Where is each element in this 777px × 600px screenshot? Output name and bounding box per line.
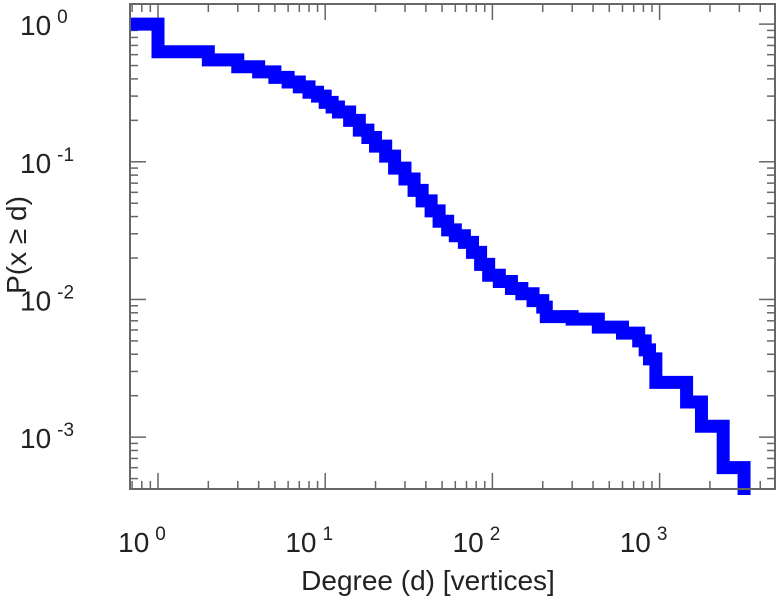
y-tick-label: 10 -1 — [20, 145, 74, 179]
y-tick-labels: 10 0 10 -1 10 -2 10 -3 — [20, 7, 74, 454]
tick-exponent: 0 — [57, 7, 68, 28]
x-tick-label: 10 0 — [118, 524, 166, 558]
tick-base: 10 — [285, 527, 316, 558]
plot-frame — [129, 3, 776, 490]
tick-exponent: 1 — [322, 524, 333, 545]
tick-exponent: -2 — [57, 282, 74, 303]
tick-exponent: -3 — [57, 420, 74, 441]
tick-base: 10 — [20, 285, 51, 316]
tick-base: 10 — [20, 148, 51, 179]
ccdf-step-line — [130, 17, 751, 495]
tick-base: 10 — [620, 527, 651, 558]
x-tick-label: 10 3 — [620, 524, 668, 558]
y-tick-label: 10 -3 — [20, 420, 74, 454]
tick-base: 10 — [453, 527, 484, 558]
tick-base: 10 — [20, 10, 51, 41]
series-group — [130, 17, 751, 495]
tick-base: 10 — [118, 527, 149, 558]
tick-exponent: 0 — [155, 524, 166, 545]
tick-exponent: 2 — [490, 524, 501, 545]
y-tick-label: 10 0 — [20, 7, 68, 41]
tick-exponent: 3 — [657, 524, 668, 545]
axis-ticks — [130, 4, 775, 489]
y-axis-label: P(x ≥ d) — [1, 196, 32, 294]
y-tick-label: 10 -2 — [20, 282, 74, 316]
x-tick-label: 10 1 — [285, 524, 333, 558]
x-tick-label: 10 2 — [453, 524, 501, 558]
tick-exponent: -1 — [57, 145, 74, 166]
x-axis-label: Degree (d) [vertices] — [301, 565, 555, 596]
x-tick-labels: 10 0 10 1 10 2 10 3 — [118, 524, 667, 558]
tick-base: 10 — [20, 423, 51, 454]
